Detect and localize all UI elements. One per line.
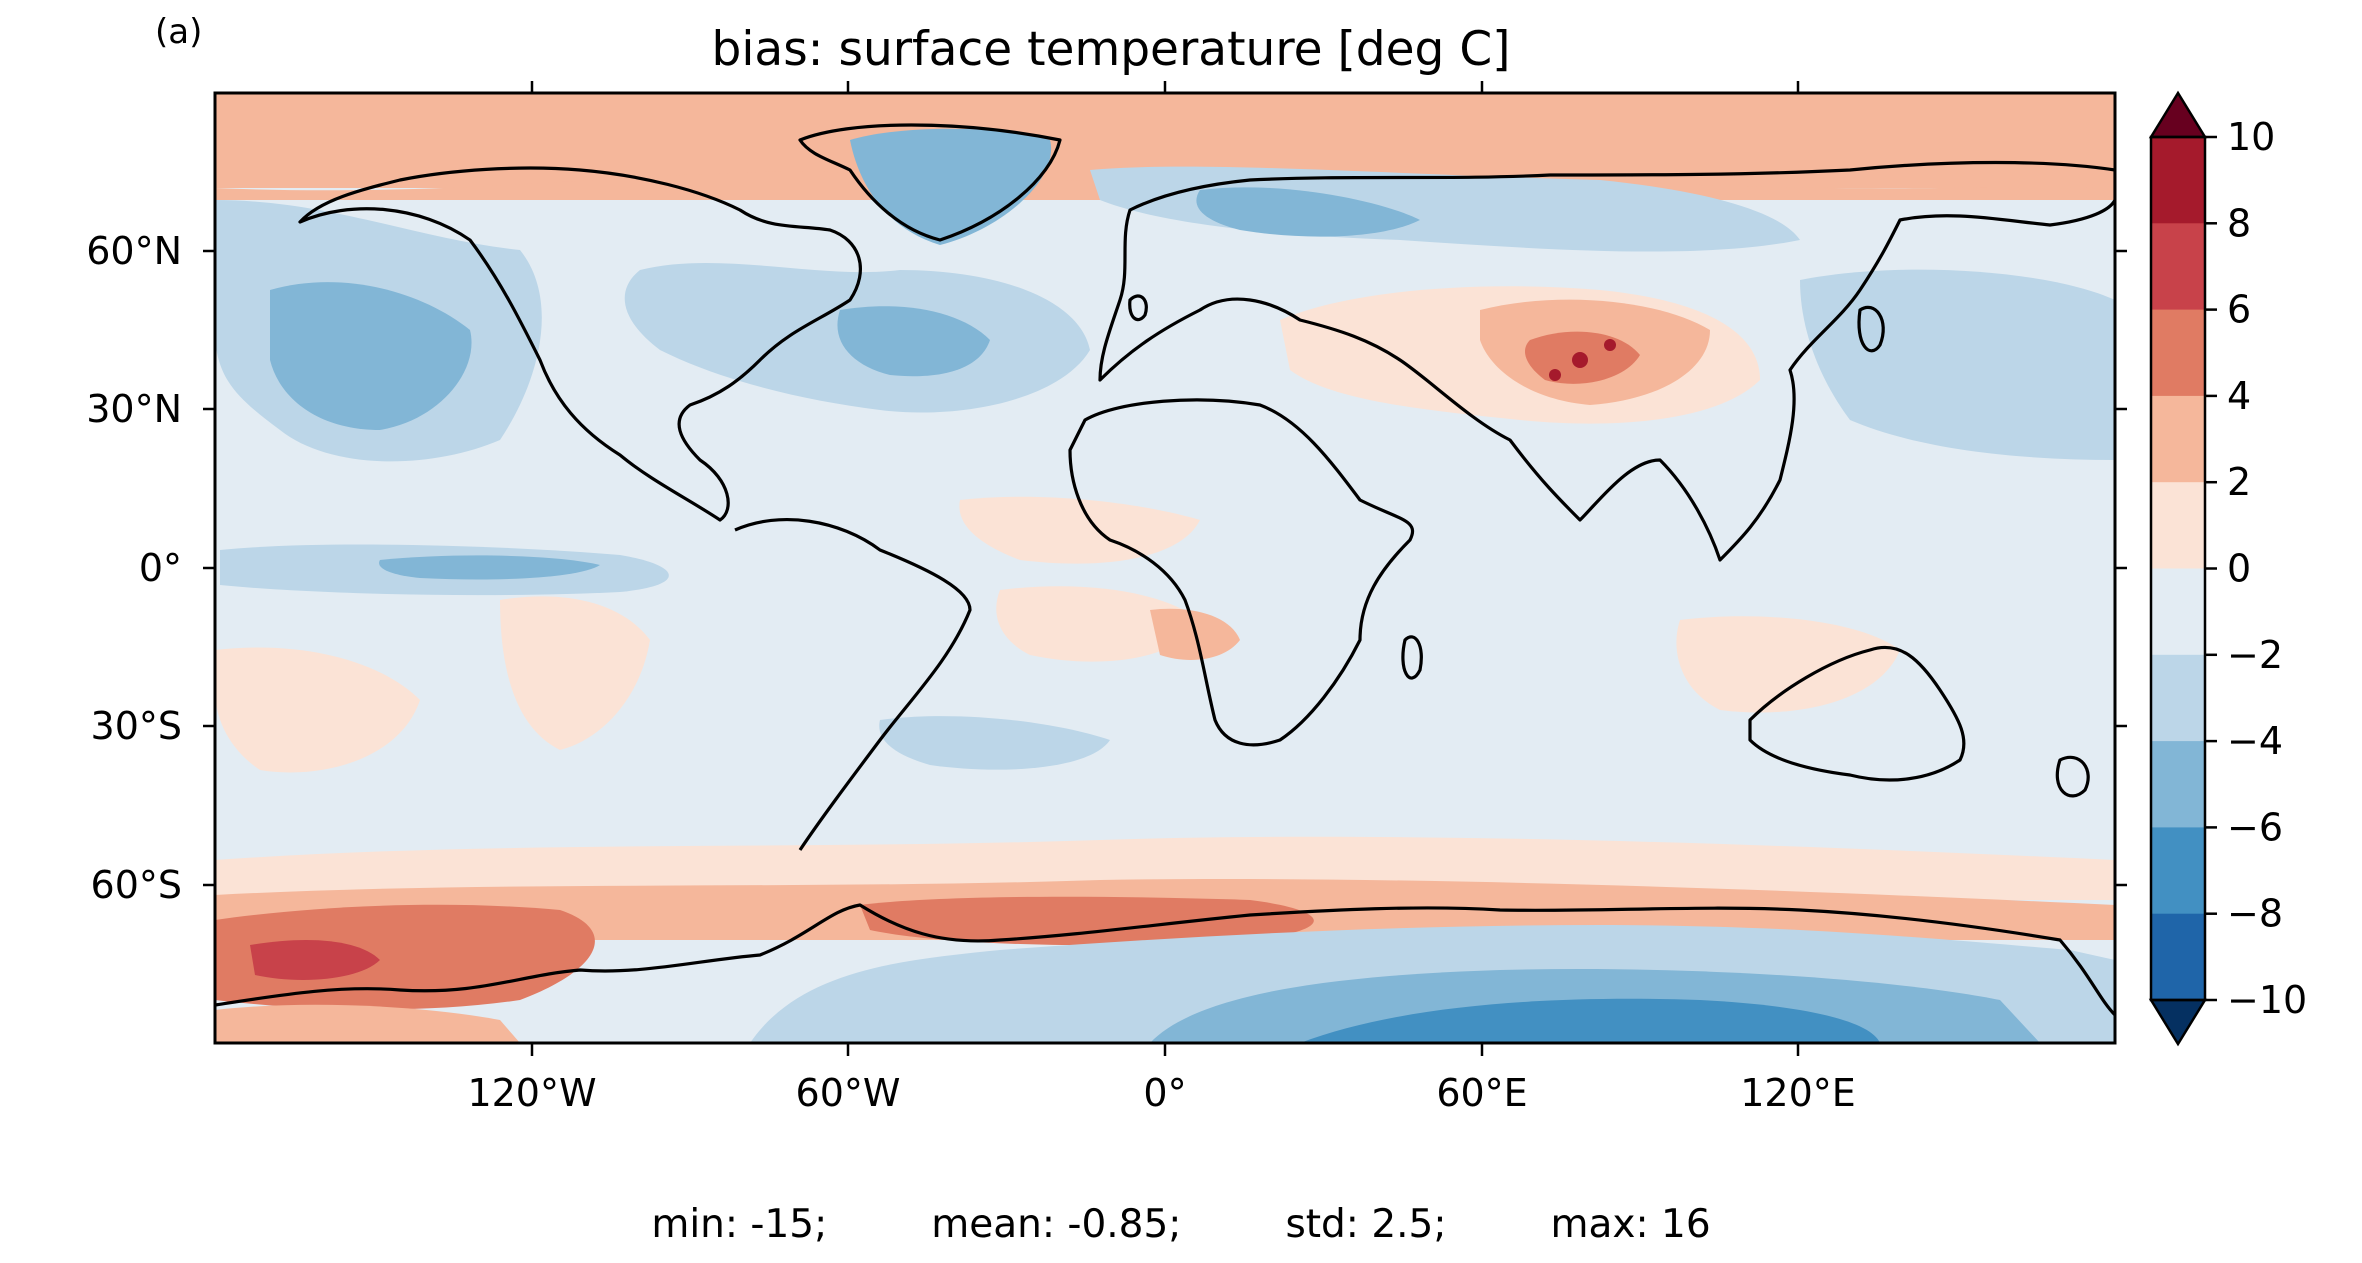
north-america-coast xyxy=(298,166,862,522)
indian-ocean-warm xyxy=(1676,616,1900,713)
weddell-warm xyxy=(860,896,1314,946)
equatorial-pacific-cold-core xyxy=(379,555,600,580)
colorbar-tick-label: 8 xyxy=(2227,201,2251,245)
lat-label: 60°S xyxy=(91,863,182,907)
colorbar-tick-label: 0 xyxy=(2227,547,2251,591)
panel-label: (a) xyxy=(155,12,203,52)
japan-coast xyxy=(1857,305,1885,353)
colorbar-band xyxy=(2151,137,2205,224)
colorbar-tick-label: −8 xyxy=(2227,892,2283,936)
colorbar-tick-label: −4 xyxy=(2227,719,2283,763)
colorbar-band xyxy=(2151,741,2205,828)
south-atlantic-cold xyxy=(879,716,1110,770)
new-zealand-coast xyxy=(2055,755,2090,798)
colorbar-extend-high xyxy=(2148,90,2208,139)
madagascar-coast xyxy=(1401,635,1423,680)
stats-line: min: -15; mean: -0.85; std: 2.5; max: 16 xyxy=(0,1202,2362,1247)
east-pacific-warm xyxy=(500,596,650,750)
stat-std: std: 2.5; xyxy=(1285,1202,1447,1247)
lon-label: 60°W xyxy=(796,1071,901,1115)
australia-coast xyxy=(1748,645,1966,782)
stat-min: min: -15; xyxy=(651,1202,828,1247)
southern-ocean-warm-halo xyxy=(215,836,2115,900)
colorbar-band xyxy=(2151,568,2205,656)
antarctica-coast xyxy=(215,903,2115,1017)
tibet-hotspot xyxy=(1572,352,1588,368)
map-field xyxy=(215,93,2115,1043)
colorbar-tick-label: 6 xyxy=(2227,288,2251,332)
tibet-hotspot xyxy=(1604,339,1616,351)
plot-title-text: bias: surface temperature [deg C] xyxy=(711,22,1511,77)
uk-coast xyxy=(1128,294,1148,322)
colorbar-ticks: 10 8 6 4 2 0 −2 −4 −6 −8 −10 xyxy=(2205,115,2307,1022)
colorbar-tick-label: −2 xyxy=(2227,633,2283,677)
antarctica-west-warm xyxy=(215,1004,520,1043)
scandinavia-cold-core xyxy=(1196,187,1420,237)
lon-axis xyxy=(530,81,1800,1056)
eurasia-coast xyxy=(1098,160,2115,562)
colorbar-band xyxy=(2151,395,2205,483)
lat-axis xyxy=(203,249,2127,887)
tibet-hotspot xyxy=(1549,369,1561,381)
colorbar-tick-label: 4 xyxy=(2227,374,2251,418)
lat-label: 30°N xyxy=(86,387,182,431)
south-atlantic-warm xyxy=(996,586,1200,662)
colorbar-tick-label: 10 xyxy=(2227,115,2275,159)
colorbar-tick-label: −6 xyxy=(2227,805,2283,849)
colorbar-band xyxy=(2151,827,2205,915)
colorbar-band xyxy=(2151,309,2205,397)
colorbar-band xyxy=(2151,482,2205,569)
nw-pacific-cold xyxy=(1800,269,2115,460)
colorbar-extend-low xyxy=(2148,998,2208,1047)
colorbar-tick-label: −10 xyxy=(2227,978,2307,1022)
lat-label: 0° xyxy=(139,546,182,590)
lon-label: 0° xyxy=(1143,1071,1186,1115)
stat-max: max: 16 xyxy=(1550,1202,1711,1247)
africa-coast xyxy=(1068,398,1415,747)
tropical-atlantic-warm xyxy=(959,496,1200,564)
colorbar-tick-label: 2 xyxy=(2227,460,2251,504)
colorbar-bands xyxy=(2151,137,2205,1001)
ross-sea-warm-core xyxy=(250,940,380,980)
greenland-cold xyxy=(850,128,1052,245)
lon-label: 120°E xyxy=(1740,1071,1856,1115)
stat-mean: mean: -0.85; xyxy=(931,1202,1182,1247)
south-america-coast xyxy=(734,518,972,851)
north-atlantic-cold-core xyxy=(837,306,990,377)
plot-title: bias: surface temperature [deg C] xyxy=(0,22,2362,77)
colorbar-band xyxy=(2151,654,2205,742)
north-pacific-cold-core xyxy=(270,282,472,430)
coastlines xyxy=(215,123,2115,1017)
greenland-coast xyxy=(798,123,1062,242)
antarctica-cold-deep xyxy=(1300,998,1880,1043)
lat-label: 60°N xyxy=(86,229,182,273)
colorbar-band xyxy=(2151,913,2205,1001)
colorbar: 10 8 6 4 2 0 −2 −4 −6 −8 −10 xyxy=(2148,90,2307,1047)
lon-label: 60°E xyxy=(1436,1071,1527,1115)
lat-label: 30°S xyxy=(91,704,182,748)
colorbar-band xyxy=(2151,223,2205,311)
lon-label: 120°W xyxy=(467,1071,596,1115)
south-pacific-warm xyxy=(215,647,420,773)
